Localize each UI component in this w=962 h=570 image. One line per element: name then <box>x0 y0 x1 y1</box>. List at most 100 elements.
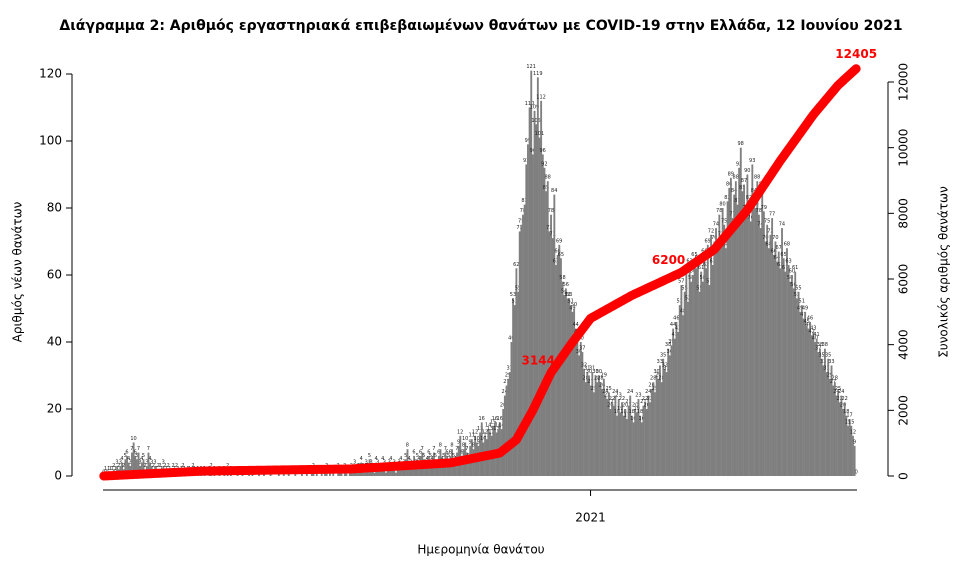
value-label: 2 <box>117 463 120 469</box>
bar <box>386 469 389 476</box>
value-label: 26 <box>599 382 605 388</box>
y-tick-label: 20 <box>47 402 62 416</box>
value-label: 18 <box>843 409 849 415</box>
bar <box>685 271 688 476</box>
bar <box>520 224 523 476</box>
bar <box>530 70 533 477</box>
value-label: 68 <box>723 242 729 248</box>
bar <box>606 398 609 476</box>
value-label: 9 <box>469 439 472 445</box>
value-label: 85 <box>739 185 745 191</box>
bar <box>604 395 607 476</box>
value-label: 54 <box>561 289 567 295</box>
bar <box>609 409 612 476</box>
value-label: 7 <box>444 446 447 452</box>
value-label: 3 <box>139 459 142 465</box>
bar <box>838 402 841 476</box>
bar <box>634 409 637 476</box>
value-label: 28 <box>650 376 656 382</box>
bar <box>569 305 572 476</box>
value-label: 93 <box>523 158 529 164</box>
bar <box>147 452 150 476</box>
value-label: 20 <box>632 403 638 409</box>
bar <box>588 375 590 476</box>
bar <box>657 378 660 476</box>
bar <box>502 409 505 476</box>
value-label: 12 <box>488 429 494 435</box>
bar <box>426 462 429 476</box>
value-label: 7 <box>421 446 424 452</box>
bar <box>131 452 133 476</box>
value-label: 11 <box>483 433 489 439</box>
bar <box>531 154 534 476</box>
value-label: 74 <box>713 222 719 228</box>
bar <box>718 214 721 476</box>
value-label: 26 <box>648 382 654 388</box>
bar <box>561 281 564 476</box>
value-label: 2 <box>112 463 115 469</box>
value-label: 53 <box>566 292 572 298</box>
bar <box>632 422 635 476</box>
value-label: 7 <box>130 446 133 452</box>
value-label: 5 <box>368 453 371 459</box>
bar <box>564 288 567 476</box>
bar <box>703 254 706 476</box>
value-label: 101 <box>535 131 545 137</box>
bar <box>810 335 813 476</box>
x-tick-label: 2021 <box>575 511 606 525</box>
bar <box>385 472 387 476</box>
value-label: 23 <box>635 392 641 398</box>
value-label: 2 <box>191 463 194 469</box>
value-label: 28 <box>832 376 838 382</box>
value-label: 75 <box>764 218 770 224</box>
bar <box>366 469 369 476</box>
value-label: 38 <box>817 342 823 348</box>
y2-tick-label: 4000 <box>897 329 911 360</box>
value-label: 88 <box>544 175 550 181</box>
value-label: 10 <box>130 436 136 442</box>
value-label: 29 <box>601 372 607 378</box>
value-label: 86 <box>726 181 732 187</box>
bar <box>853 445 856 476</box>
value-label: 19 <box>617 406 623 412</box>
bar <box>799 311 802 476</box>
value-label: 49 <box>802 305 808 311</box>
value-label: 8 <box>462 443 465 449</box>
value-label: 70 <box>772 235 778 241</box>
value-label: 7 <box>455 446 458 452</box>
value-label: 5 <box>442 453 445 459</box>
value-label: 29 <box>505 372 511 378</box>
value-label: 121 <box>526 64 536 70</box>
value-label: 61 <box>792 265 798 271</box>
value-label: 18 <box>614 409 620 415</box>
bar <box>807 328 810 476</box>
bar <box>734 181 737 476</box>
value-label: 22 <box>619 396 625 402</box>
bar <box>845 415 848 476</box>
bar <box>825 372 828 476</box>
bar <box>645 409 648 476</box>
value-label: 25 <box>591 386 597 392</box>
value-label: 36 <box>667 349 673 355</box>
value-label: 58 <box>787 275 793 281</box>
bar <box>329 472 331 476</box>
value-label: 78 <box>520 208 526 214</box>
value-label: 8 <box>406 443 409 449</box>
value-label: 1 <box>110 466 113 472</box>
bar <box>560 258 562 476</box>
value-label: 98 <box>737 141 743 147</box>
value-label: 35 <box>825 352 831 358</box>
bar <box>693 258 696 476</box>
value-label: 16 <box>639 416 645 422</box>
bar <box>454 462 457 476</box>
bar <box>814 342 816 476</box>
value-label: 58 <box>688 275 694 281</box>
bar <box>655 375 658 476</box>
bar <box>137 452 140 476</box>
value-label: 37 <box>815 346 821 352</box>
bar <box>127 462 130 476</box>
bar <box>607 392 610 476</box>
value-label: 67 <box>775 245 781 251</box>
value-label: 28 <box>658 376 664 382</box>
value-label: 4 <box>426 456 429 462</box>
